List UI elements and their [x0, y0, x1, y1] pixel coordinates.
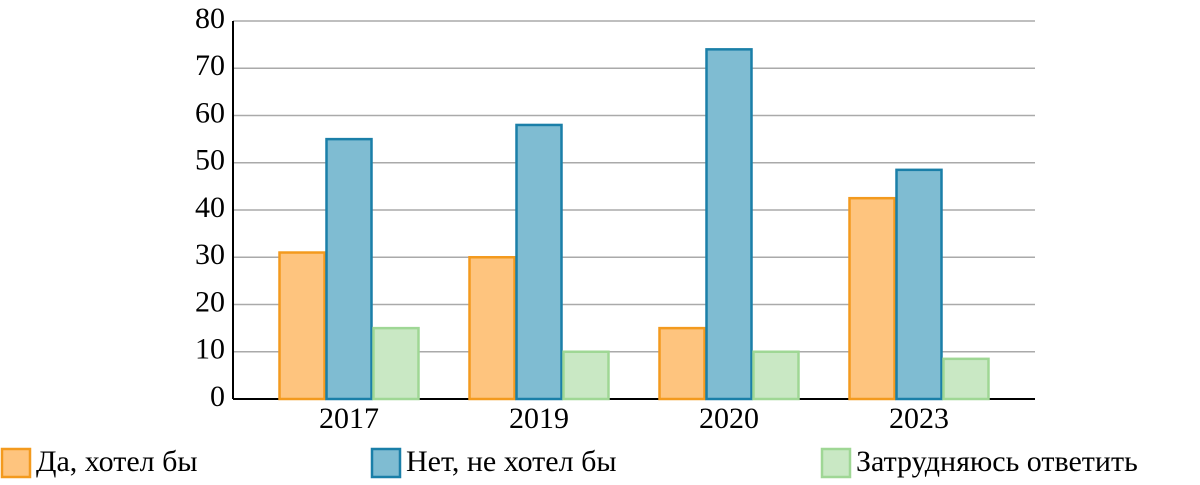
legend-label: Нет, не хотел бы [406, 445, 616, 478]
bar [848, 196, 896, 401]
y-tick-label: 70 [195, 49, 225, 82]
x-tick-label: 2019 [509, 402, 569, 435]
bar [942, 357, 990, 401]
legend-label: Да, хотел бы [36, 445, 198, 478]
y-tick-label: 30 [195, 238, 225, 271]
bar [372, 326, 420, 401]
legend-swatch [370, 447, 402, 479]
bar [752, 350, 800, 401]
x-tick-label: 2023 [889, 402, 949, 435]
bar [895, 168, 943, 401]
bar [325, 137, 373, 401]
bar [658, 326, 706, 401]
y-tick-label: 80 [195, 2, 225, 35]
y-tick-label: 50 [195, 144, 225, 177]
legend-swatch [0, 447, 32, 479]
y-tick-label: 40 [195, 191, 225, 224]
bar [468, 256, 516, 401]
legend-swatch [820, 447, 852, 479]
bar [515, 123, 563, 401]
bar [278, 251, 326, 401]
y-tick-label: 60 [195, 96, 225, 129]
y-tick-label: 20 [195, 285, 225, 318]
y-tick-label: 0 [210, 380, 225, 413]
bar [705, 48, 753, 401]
bar [562, 350, 610, 401]
x-tick-label: 2020 [699, 402, 759, 435]
x-tick-label: 2017 [319, 402, 379, 435]
legend-label: Затрудняюсь ответить [856, 445, 1138, 478]
y-tick-label: 10 [195, 333, 225, 366]
